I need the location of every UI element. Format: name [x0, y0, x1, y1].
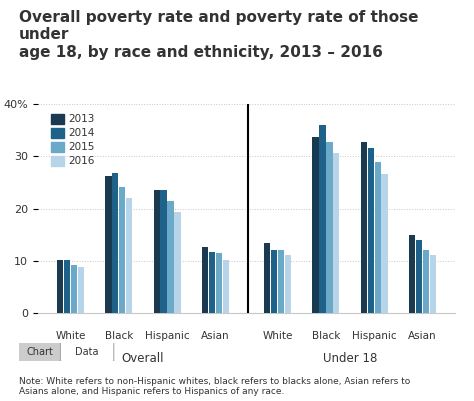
- Text: Asian: Asian: [201, 331, 230, 341]
- Text: Chart: Chart: [26, 347, 53, 357]
- Bar: [154, 190, 160, 313]
- Bar: [312, 137, 319, 313]
- Bar: [416, 240, 422, 313]
- Bar: [423, 250, 429, 313]
- Bar: [112, 173, 118, 313]
- Bar: [78, 267, 84, 313]
- Bar: [161, 190, 167, 313]
- Bar: [271, 250, 277, 313]
- Text: Overall poverty rate and poverty rate of those under
age 18, by race and ethnici: Overall poverty rate and poverty rate of…: [19, 10, 419, 60]
- Bar: [326, 142, 332, 313]
- Bar: [361, 142, 367, 313]
- Text: Data: Data: [75, 347, 99, 357]
- Text: Overall: Overall: [122, 352, 164, 365]
- Bar: [119, 187, 125, 313]
- Bar: [64, 260, 70, 313]
- Bar: [202, 247, 208, 313]
- Text: Asian: Asian: [408, 331, 437, 341]
- Bar: [167, 201, 173, 313]
- FancyBboxPatch shape: [60, 342, 114, 362]
- Bar: [223, 260, 229, 313]
- Bar: [105, 176, 111, 313]
- Bar: [430, 255, 436, 313]
- Text: Hispanic: Hispanic: [145, 331, 190, 341]
- Text: White: White: [55, 331, 86, 341]
- Legend: 2013, 2014, 2015, 2016: 2013, 2014, 2015, 2016: [47, 109, 99, 170]
- Text: Black: Black: [312, 331, 340, 341]
- Bar: [216, 253, 222, 313]
- Bar: [57, 260, 63, 313]
- Bar: [209, 252, 215, 313]
- Bar: [285, 255, 291, 313]
- Text: Hispanic: Hispanic: [352, 331, 397, 341]
- Text: Note: White refers to non-Hispanic whites, black refers to blacks alone, Asian r: Note: White refers to non-Hispanic white…: [19, 377, 410, 396]
- FancyBboxPatch shape: [13, 342, 66, 362]
- Bar: [409, 235, 415, 313]
- Text: White: White: [263, 331, 293, 341]
- Bar: [278, 250, 284, 313]
- Bar: [368, 148, 374, 313]
- Bar: [174, 212, 181, 313]
- Bar: [319, 125, 326, 313]
- Text: Under 18: Under 18: [323, 352, 377, 365]
- Bar: [126, 198, 132, 313]
- Bar: [374, 162, 381, 313]
- Bar: [382, 174, 388, 313]
- Bar: [333, 153, 339, 313]
- Bar: [264, 243, 270, 313]
- Bar: [71, 265, 77, 313]
- Text: Black: Black: [105, 331, 133, 341]
